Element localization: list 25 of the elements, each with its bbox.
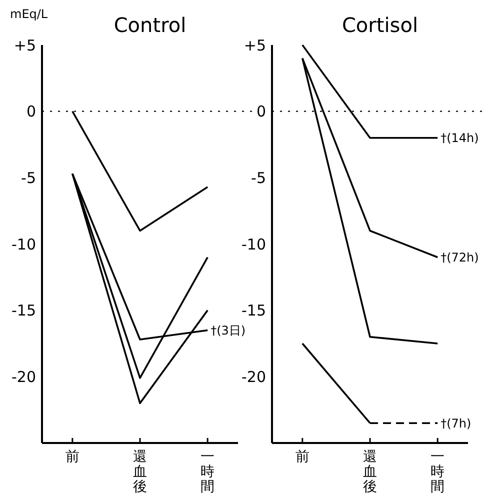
x-tick-label: 還血後 [363,449,377,495]
annotation: †(7h) [440,416,472,430]
y-tick-label: 0 [26,102,36,121]
y-tick-label: 0 [256,102,266,121]
y-tick-label: -20 [12,368,36,386]
y-tick-label: -5 [251,168,266,187]
x-tick-label: 還血後 [133,449,147,495]
annotation: †(72h) [440,250,479,264]
y-tick-label: -10 [12,235,36,254]
y-tick-label: -10 [242,235,266,254]
chart-title: Cortisol [342,13,418,37]
annotation: †(14h) [440,131,479,146]
y-tick-label: -5 [21,168,36,187]
x-tick-label: 前 [295,449,310,465]
y-tick-label: +5 [14,36,36,54]
y-tick-label: -15 [242,302,266,320]
y-tick-label: -15 [12,302,36,320]
x-tick-label: 一時間 [430,449,445,495]
x-tick-label: 前 [65,449,80,465]
x-tick-label: 一時間 [200,449,215,495]
y-tick-label: +5 [244,36,266,54]
annotation: †(3日) [210,323,246,338]
y-axis-title: mEq/L [10,7,48,21]
y-tick-label: -20 [242,368,266,386]
chart-title: Control [114,13,186,37]
